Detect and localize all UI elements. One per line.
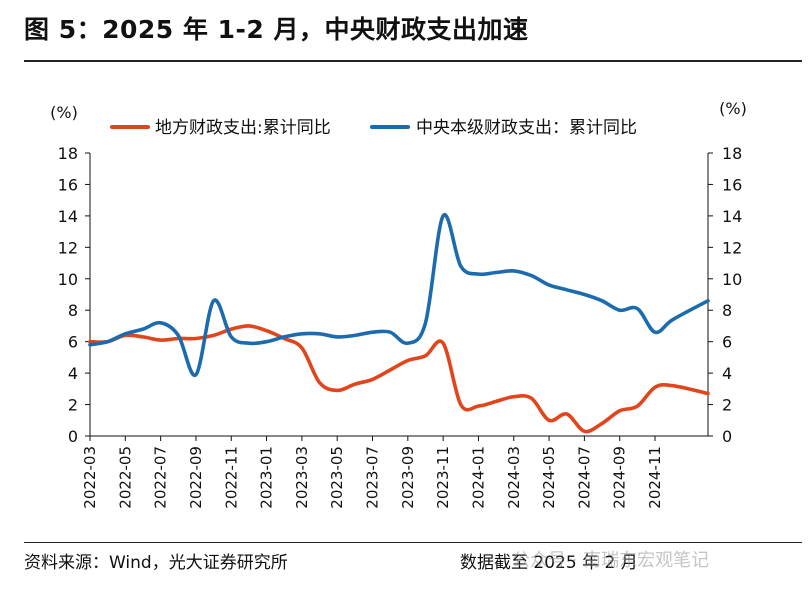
- x-tick-label: 2022-09: [187, 446, 205, 509]
- source-note: 资料来源：Wind，光大证券研究所: [24, 553, 288, 573]
- x-tick-label: 2024-07: [575, 446, 593, 509]
- y-tick-label-right: 0: [722, 427, 732, 446]
- x-tick-label: 2024-03: [505, 446, 523, 509]
- legend-label: 中央本级财政支出：累计同比: [416, 118, 637, 138]
- x-tick-label: 2022-05: [116, 446, 134, 509]
- y-tick-label-right: 2: [722, 396, 732, 415]
- legend-label: 地方财政支出:累计同比: [155, 118, 331, 138]
- y-tick-label-left: 12: [58, 238, 78, 257]
- y-tick-label-left: 14: [58, 207, 78, 226]
- y-tick-label-left: 6: [68, 333, 78, 352]
- x-tick-label: 2024-11: [646, 446, 664, 509]
- chart-title: 图 5：2025 年 1-2 月，中央财政支出加速: [24, 15, 529, 44]
- y-tick-label-right: 18: [722, 144, 742, 163]
- y-tick-label-left: 8: [68, 301, 78, 320]
- y-axis-right-unit: (%): [719, 99, 747, 118]
- x-tick-label: 2023-07: [364, 446, 382, 509]
- y-tick-label-left: 0: [68, 427, 78, 446]
- x-tick-label: 2023-03: [293, 446, 311, 509]
- y-tick-label-left: 16: [58, 175, 78, 194]
- x-tick-label: 2023-01: [258, 446, 276, 509]
- y-axis-left-unit: (%): [50, 103, 78, 122]
- y-tick-label-left: 2: [68, 396, 78, 415]
- chart-lines: [88, 213, 710, 434]
- y-tick-label-right: 16: [722, 175, 742, 194]
- title-divider: [24, 60, 802, 62]
- y-tick-label-right: 6: [722, 333, 732, 352]
- x-tick-label: 2022-07: [152, 446, 170, 509]
- x-tick-label: 2024-09: [611, 446, 629, 509]
- x-tick-label: 2023-11: [434, 446, 452, 509]
- y-tick-label-right: 8: [722, 301, 732, 320]
- y-tick-label-left: 10: [58, 270, 78, 289]
- x-tick-label: 2023-09: [399, 446, 417, 509]
- y-tick-label-right: 14: [722, 207, 742, 226]
- x-tick-label: 2022-03: [81, 446, 99, 509]
- chart-legend: 地方财政支出:累计同比 中央本级财政支出：累计同比: [110, 118, 637, 138]
- series-line-local-spending: [88, 324, 710, 434]
- y-tick-label-left: 4: [68, 364, 78, 383]
- watermark: 公众号 · 南瑞东宏观笔记: [512, 550, 710, 571]
- footer-divider: [24, 542, 802, 543]
- y-tick-label-right: 12: [722, 238, 742, 257]
- x-tick-label: 2022-11: [222, 446, 240, 509]
- y-tick-label-left: 18: [58, 144, 78, 163]
- x-tick-label: 2024-01: [469, 446, 487, 509]
- y-tick-label-right: 4: [722, 364, 732, 383]
- x-tick-label: 2024-05: [540, 446, 558, 509]
- series-line-central-spending: [88, 213, 710, 377]
- y-tick-label-right: 10: [722, 270, 742, 289]
- data-date-note: 数据截至 2025 年 2 月: [460, 553, 638, 573]
- x-tick-label: 2023-05: [328, 446, 346, 509]
- chart-axes: (%) (%) 0 0 2 2 4 4 6 6 8 8 10 10 12 12 14 14 16 16 18 18 2022…: [50, 99, 747, 509]
